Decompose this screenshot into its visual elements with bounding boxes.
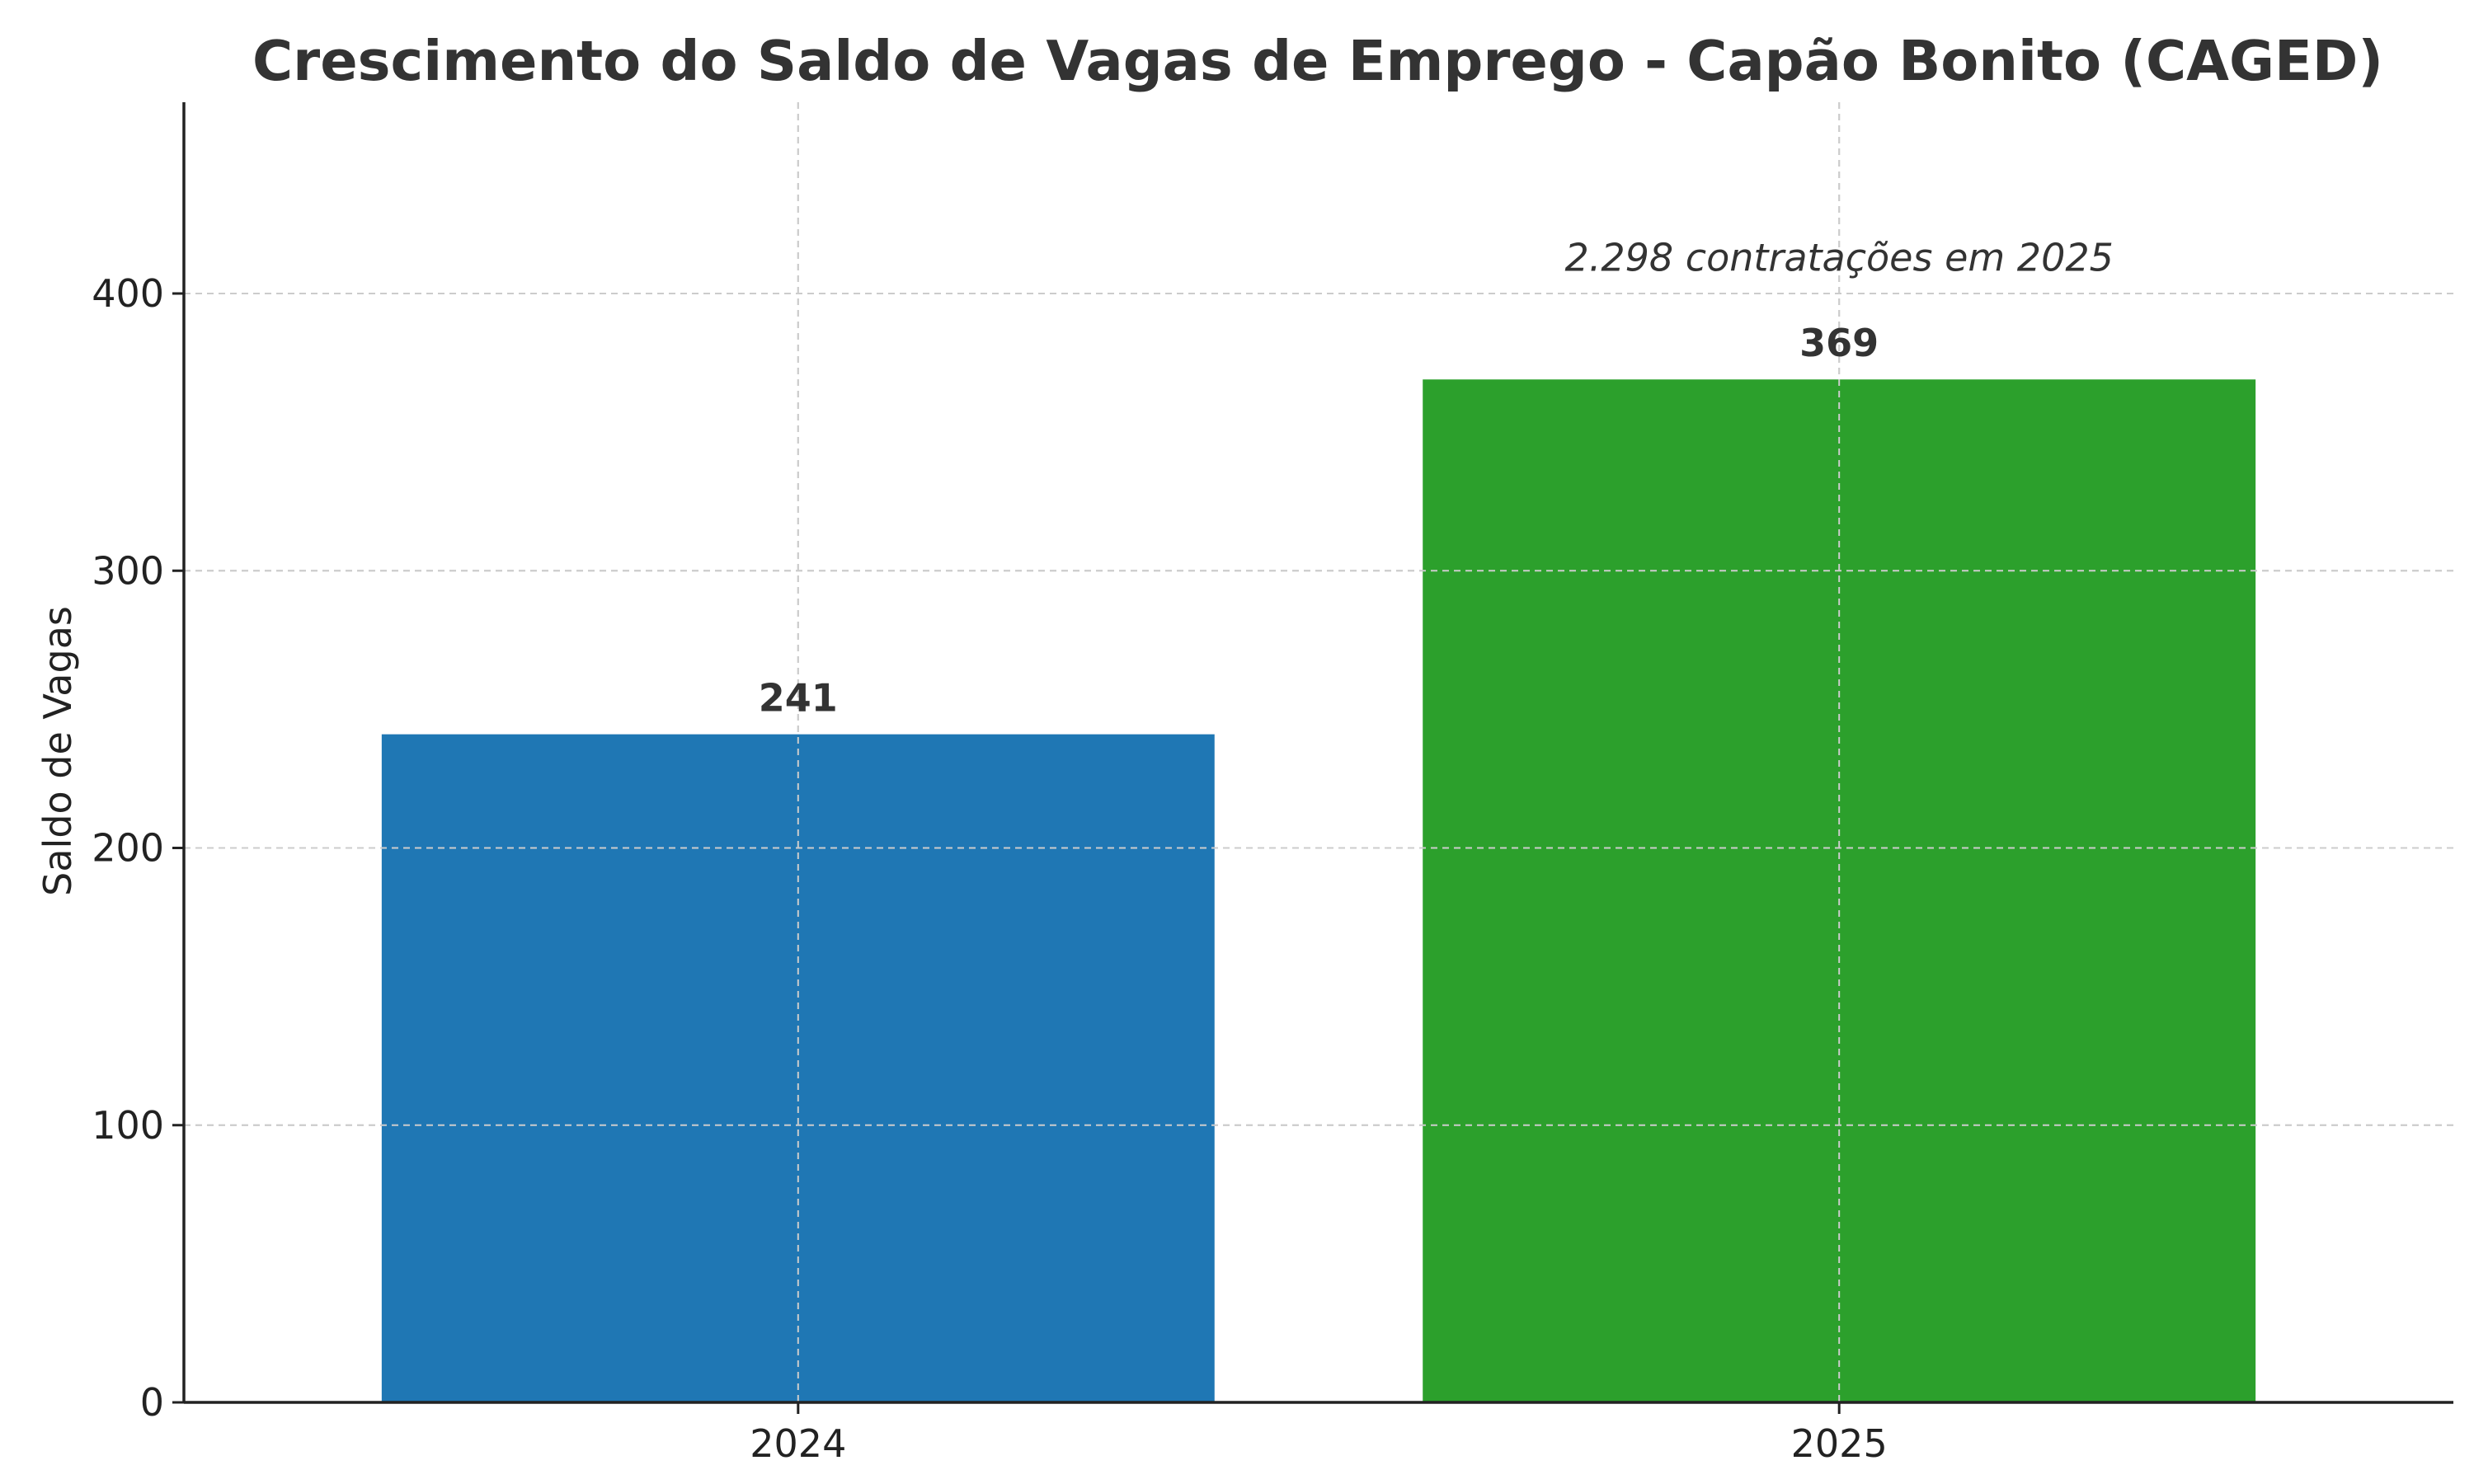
- y-tick-label: 400: [92, 271, 164, 316]
- y-axis-label: Saldo de Vagas: [35, 606, 80, 896]
- annotation-text: 2.298 contratações em 2025: [1564, 235, 2113, 279]
- value-label-2025: 369: [1799, 321, 1879, 365]
- chart-title: Crescimento do Saldo de Vagas de Emprego…: [252, 29, 2383, 93]
- axes: [172, 102, 2453, 1414]
- bars: [184, 102, 2453, 1403]
- y-tick-label: 0: [140, 1380, 164, 1425]
- x-tick-label: 2024: [750, 1421, 846, 1466]
- y-tick-label: 300: [92, 548, 164, 593]
- y-tick-label: 100: [92, 1103, 164, 1148]
- x-tick-label: 2025: [1791, 1421, 1888, 1466]
- y-tick-label: 200: [92, 826, 164, 871]
- labels: 0 100 200 300 400 2024 2025 241 369 2.298 contrat…: [92, 235, 2114, 1466]
- value-label-2024: 241: [759, 676, 838, 721]
